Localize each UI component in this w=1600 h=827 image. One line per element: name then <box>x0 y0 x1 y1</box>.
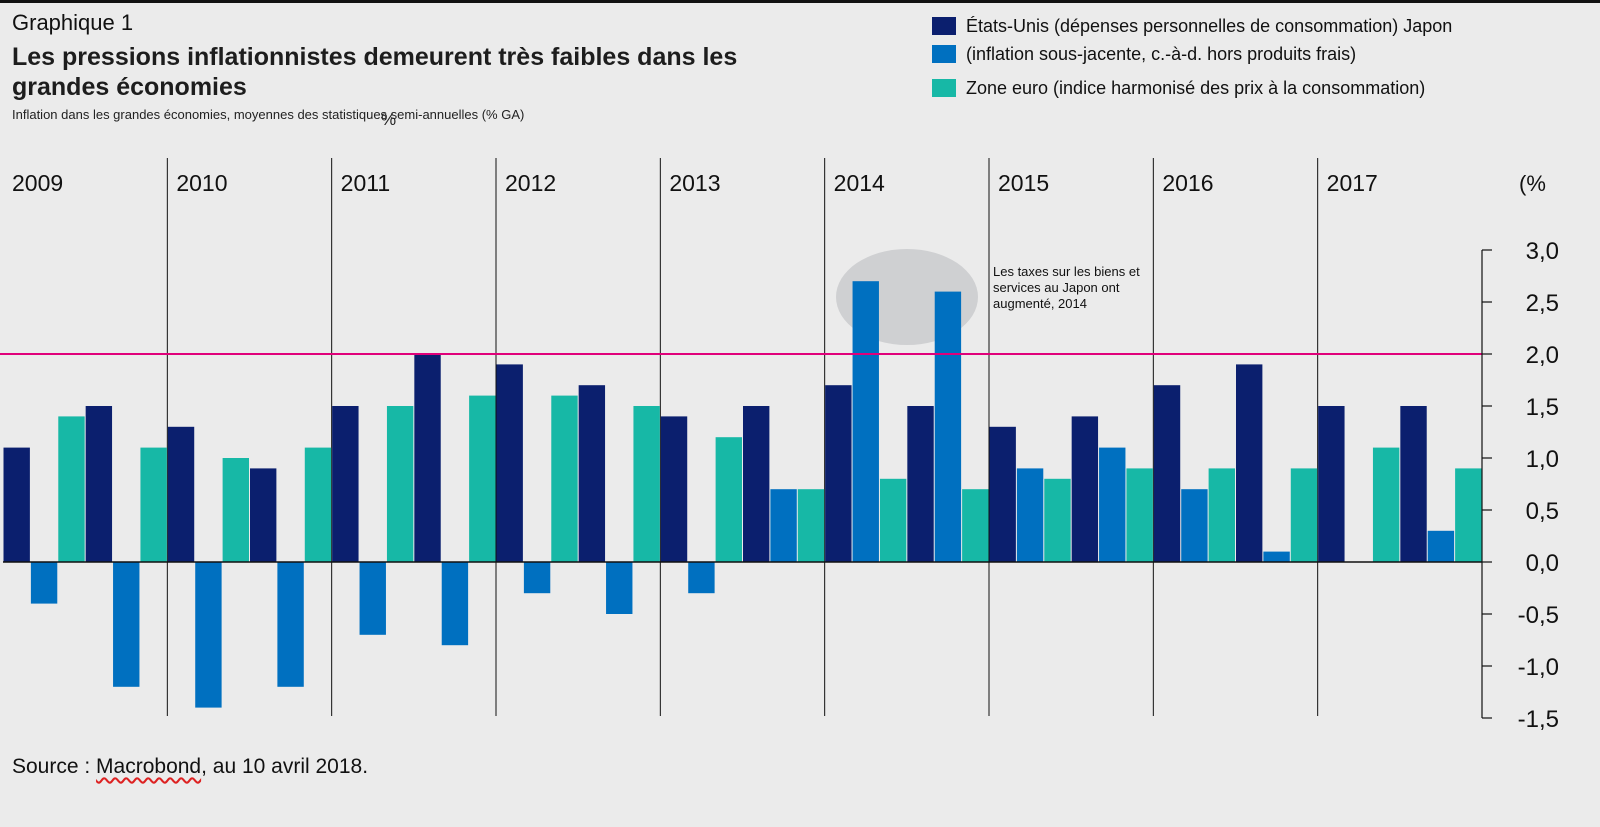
year-label: 2009 <box>12 170 63 196</box>
bar <box>277 562 304 687</box>
top-rule <box>0 0 1600 3</box>
bar <box>743 406 770 562</box>
bar <box>879 478 907 562</box>
chart-subtitle: Inflation dans les grandes économies, mo… <box>12 107 525 122</box>
bar <box>989 426 1016 562</box>
year-label: 2011 <box>341 170 390 196</box>
bar <box>1290 468 1318 562</box>
bar <box>414 354 441 562</box>
bar <box>660 416 688 562</box>
y-tick-label: 1,5 <box>1526 394 1559 421</box>
bar <box>140 447 167 562</box>
bar <box>441 562 469 646</box>
bar <box>578 385 606 562</box>
bar <box>1263 551 1290 562</box>
legend-label-us: États-Unis (dépenses personnelles de con… <box>966 16 1453 36</box>
year-label: 2012 <box>505 170 556 196</box>
bar <box>496 364 523 562</box>
legend-label-euro: Zone euro (indice harmonisé des prix à l… <box>966 78 1426 98</box>
bar <box>551 395 578 562</box>
legend-swatch-us <box>932 17 956 35</box>
bar <box>633 406 660 562</box>
source-link[interactable]: Macrobond <box>96 755 202 778</box>
source-note: Source : Macrobond, au 10 avril 2018. <box>12 755 368 779</box>
legend-swatch-euro <box>932 79 956 97</box>
year-label: 2017 <box>1327 170 1378 196</box>
y-tick-label: 3,0 <box>1526 238 1559 265</box>
legend-label-japan: (inflation sous-jacente, c.-à-d. hors pr… <box>966 44 1357 64</box>
bar <box>825 385 852 562</box>
bar <box>852 281 879 562</box>
year-label: 2010 <box>176 170 227 196</box>
bar <box>113 562 140 687</box>
source-suffix: , au 10 avril 2018. <box>201 755 369 778</box>
bar <box>3 447 30 562</box>
y-tick-label: 2,5 <box>1526 290 1559 317</box>
bar <box>1016 468 1044 562</box>
bar <box>1236 364 1263 562</box>
y-axis-unit-label: (% <box>1519 171 1546 196</box>
subtitle-percent-mark: % <box>381 110 397 129</box>
bar <box>1372 447 1400 562</box>
y-tick-label: 0,0 <box>1526 550 1559 577</box>
bar <box>30 562 58 604</box>
y-tick-label: 2,0 <box>1526 342 1559 369</box>
bar <box>1318 406 1345 562</box>
year-label: 2014 <box>834 170 885 196</box>
y-tick-label: -1,5 <box>1518 706 1559 733</box>
graph-label: Graphique 1 <box>12 10 134 35</box>
bar <box>523 562 551 594</box>
bar <box>907 406 934 562</box>
bar <box>1455 468 1482 562</box>
bar <box>222 458 249 562</box>
bar <box>688 562 715 594</box>
bar <box>934 291 962 562</box>
legend-swatch-japan <box>932 45 956 63</box>
y-tick-label: -1,0 <box>1518 654 1559 681</box>
bar <box>1044 478 1071 562</box>
annotation-text: Les taxes sur les biens et services au J… <box>993 264 1140 311</box>
bar <box>386 406 414 562</box>
bar <box>715 437 742 562</box>
bar <box>962 489 989 562</box>
year-label: 2016 <box>1162 170 1213 196</box>
year-label: 2013 <box>669 170 720 196</box>
bar <box>469 395 496 562</box>
bar <box>1427 530 1455 562</box>
y-tick-label: -0,5 <box>1518 602 1559 629</box>
bar <box>1181 489 1208 562</box>
bar <box>167 426 195 562</box>
source-prefix: Source : <box>12 755 97 778</box>
bar <box>359 562 386 635</box>
year-label: 2015 <box>998 170 1049 196</box>
bar <box>304 447 332 562</box>
bar <box>797 489 825 562</box>
bar <box>250 468 277 562</box>
bar <box>1126 468 1153 562</box>
bar <box>85 406 113 562</box>
bar <box>606 562 633 614</box>
y-tick-label: 0,5 <box>1526 498 1559 525</box>
bar <box>1153 385 1181 562</box>
bar <box>195 562 222 708</box>
chart-title: Les pressions inflationnistes demeurent … <box>12 43 738 101</box>
y-tick-label: 1,0 <box>1526 446 1559 473</box>
bar <box>332 406 359 562</box>
bar <box>1071 416 1099 562</box>
bar <box>58 416 85 562</box>
bar <box>1208 468 1235 562</box>
bar <box>770 489 797 562</box>
bar <box>1400 406 1427 562</box>
bar <box>1099 447 1126 562</box>
